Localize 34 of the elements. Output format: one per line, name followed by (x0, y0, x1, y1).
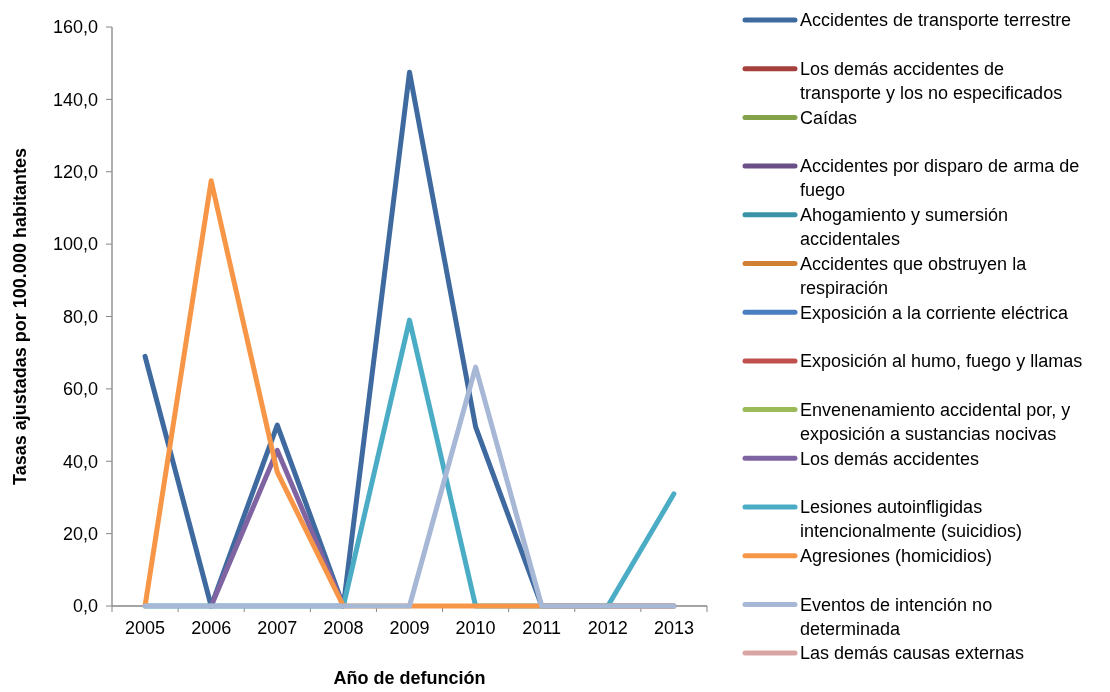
legend-label: Los demás accidentes de transporte y los no especificados (800, 59, 1063, 103)
x-tick-label: 2013 (653, 618, 694, 638)
y-tick-label: 100,0 (52, 234, 98, 255)
y-tick-label: 40,0 (62, 451, 98, 472)
legend-label: Exposición a la corriente eléctrica (800, 302, 1070, 323)
x-tick-label: 2006 (191, 618, 232, 638)
y-tick-label: 120,0 (52, 162, 98, 183)
x-tick-label: 2010 (455, 618, 496, 638)
y-tick-label: 60,0 (62, 379, 98, 400)
legend-label: Lesiones autoinfligidas intencionalmente (suicidios) (800, 497, 1023, 542)
legend-label: Ahogamiento y sumersión accidentales (800, 205, 1009, 250)
legend-label: Agresiones (homicidios) (800, 546, 993, 566)
y-tick-label: 160,0 (52, 17, 98, 38)
y-tick-label: 0,0 (72, 596, 98, 617)
x-tick-label: 2008 (323, 618, 364, 638)
legend-label: Envenenamiento accidental por, y exposición a sustancias nocivas (800, 399, 1071, 444)
legend-label: Exposición al humo, fuego y llamas (800, 351, 1083, 372)
x-tick-label: 2007 (257, 618, 298, 638)
legend-label: Accidentes por disparo de arma de fuego (800, 156, 1080, 201)
legend-label: Accidentes de transporte terrestre (800, 10, 1072, 31)
y-tick-label: 140,0 (52, 89, 98, 110)
x-tick-label: 2011 (522, 618, 562, 638)
y-tick-label: 80,0 (62, 306, 98, 327)
legend-label: Accidentes que obstruyen la respiración (800, 253, 1028, 298)
y-tick-label: 20,0 (62, 523, 98, 544)
legend-label: Eventos de intención no determinada (800, 594, 993, 639)
legend-label: Los demás accidentes (800, 448, 980, 469)
x-axis-title: Año de defunción (333, 668, 486, 688)
x-tick-label: 2012 (587, 618, 628, 638)
y-axis-title: Tasas ajustadas por 100.000 habitantes (10, 148, 30, 485)
x-tick-label: 2009 (389, 618, 430, 638)
legend-label: Las demás causas externas (800, 643, 1025, 664)
x-tick-label: 2005 (125, 618, 166, 638)
legend-label: Caídas (800, 107, 858, 128)
